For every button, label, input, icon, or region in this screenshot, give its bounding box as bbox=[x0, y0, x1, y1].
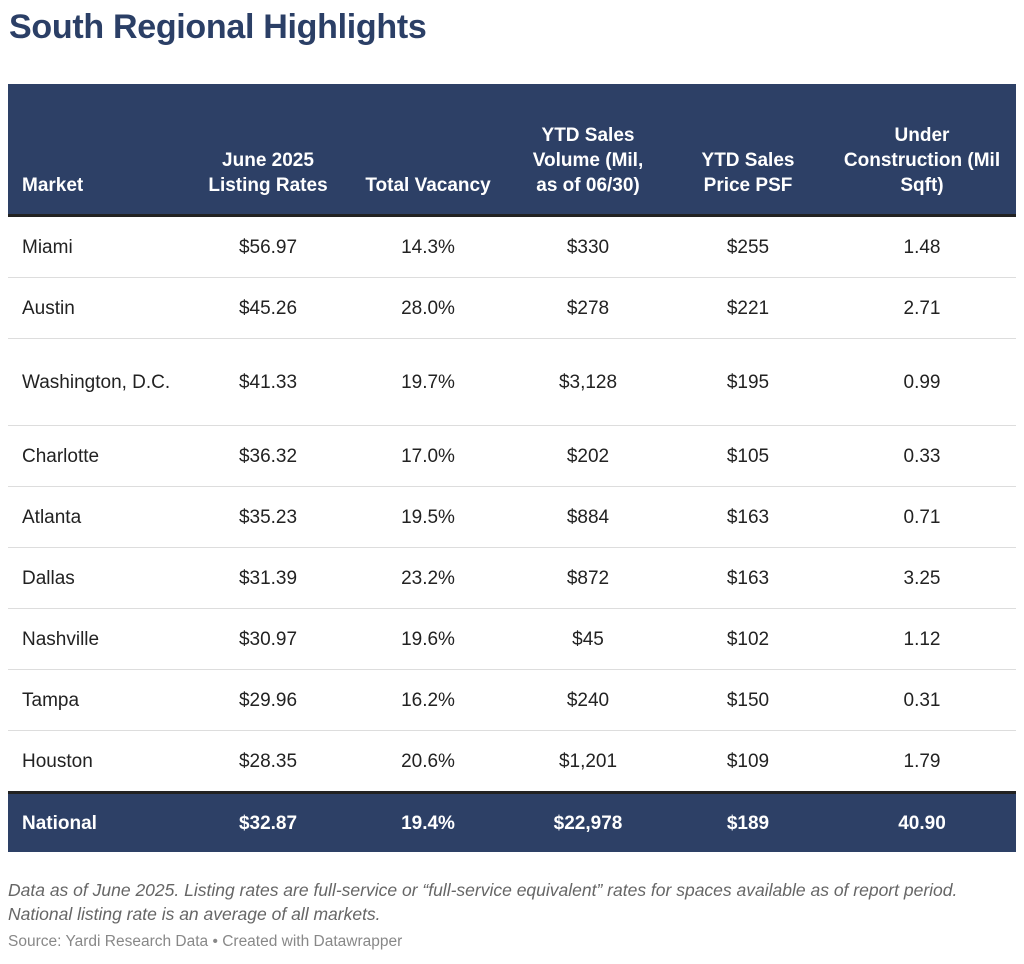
notes: Data as of June 2025. Listing rates are … bbox=[8, 880, 958, 924]
header-cell: Market bbox=[8, 84, 188, 217]
value-cell: $221 bbox=[668, 277, 828, 339]
table-row: Nashville $30.97 19.6% $45 $102 1.12 bbox=[8, 608, 1016, 670]
value-cell: $240 bbox=[508, 669, 668, 731]
value-cell: $189 bbox=[668, 791, 828, 852]
table-row: Austin $45.26 28.0% $278 $221 2.71 bbox=[8, 277, 1016, 339]
value-cell: $45.26 bbox=[188, 277, 348, 339]
value-cell: 16.2% bbox=[348, 669, 508, 731]
value-cell: $29.96 bbox=[188, 669, 348, 731]
value-cell: $3,128 bbox=[508, 338, 668, 426]
value-cell: 1.48 bbox=[828, 215, 1016, 278]
market-cell: Washington, D.C. bbox=[8, 338, 188, 426]
header-cell: June 2025 Listing Rates bbox=[188, 84, 348, 217]
value-cell: $163 bbox=[668, 547, 828, 609]
market-cell: Atlanta bbox=[8, 486, 188, 548]
value-cell: 20.6% bbox=[348, 730, 508, 793]
value-cell: $31.39 bbox=[188, 547, 348, 609]
table-row: Charlotte $36.32 17.0% $202 $105 0.33 bbox=[8, 425, 1016, 487]
table-row: Miami $56.97 14.3% $330 $255 1.48 bbox=[8, 215, 1016, 278]
header-row: Market June 2025 Listing Rates Total Vacan… bbox=[8, 84, 1016, 217]
table-body: Miami $56.97 14.3% $330 $255 1.48 Austin $45.26… bbox=[8, 215, 1016, 852]
market-cell: Austin bbox=[8, 277, 188, 339]
value-cell: 2.71 bbox=[828, 277, 1016, 339]
table-row: Houston $28.35 20.6% $1,201 $109 1.79 bbox=[8, 730, 1016, 793]
header-cell: Total Vacancy bbox=[348, 84, 508, 217]
value-cell: $330 bbox=[508, 215, 668, 278]
total-row: National $32.87 19.4% $22,978 $189 40.90 bbox=[8, 791, 1016, 852]
value-cell: 14.3% bbox=[348, 215, 508, 278]
value-cell: $102 bbox=[668, 608, 828, 670]
value-cell: $872 bbox=[508, 547, 668, 609]
value-cell: $202 bbox=[508, 425, 668, 487]
value-cell: $884 bbox=[508, 486, 668, 548]
value-cell: $28.35 bbox=[188, 730, 348, 793]
value-cell: $105 bbox=[668, 425, 828, 487]
value-cell: 17.0% bbox=[348, 425, 508, 487]
value-cell: 0.33 bbox=[828, 425, 1016, 487]
value-cell: 40.90 bbox=[828, 791, 1016, 852]
value-cell: $32.87 bbox=[188, 791, 348, 852]
value-cell: 0.99 bbox=[828, 338, 1016, 426]
data-table: Market June 2025 Listing Rates Total Vacan… bbox=[8, 84, 1016, 852]
value-cell: $36.32 bbox=[188, 425, 348, 487]
value-cell: 28.0% bbox=[348, 277, 508, 339]
value-cell: $30.97 bbox=[188, 608, 348, 670]
market-cell: National bbox=[8, 791, 188, 852]
header-cell: YTD Sales Price PSF bbox=[668, 84, 828, 217]
table-row: Washington, D.C. $41.33 19.7% $3,128 $195 0.9… bbox=[8, 338, 1016, 426]
value-cell: 23.2% bbox=[348, 547, 508, 609]
market-cell: Nashville bbox=[8, 608, 188, 670]
header-cell: Under Construction (Mil Sqft) bbox=[828, 84, 1016, 217]
value-cell: 19.4% bbox=[348, 791, 508, 852]
value-cell: 3.25 bbox=[828, 547, 1016, 609]
value-cell: $45 bbox=[508, 608, 668, 670]
value-cell: 0.31 bbox=[828, 669, 1016, 731]
value-cell: 0.71 bbox=[828, 486, 1016, 548]
market-cell: Dallas bbox=[8, 547, 188, 609]
value-cell: $35.23 bbox=[188, 486, 348, 548]
market-cell: Miami bbox=[8, 215, 188, 278]
value-cell: 1.12 bbox=[828, 608, 1016, 670]
value-cell: $255 bbox=[668, 215, 828, 278]
market-cell: Houston bbox=[8, 730, 188, 793]
title: South Regional Highlights bbox=[9, 8, 427, 46]
value-cell: 19.5% bbox=[348, 486, 508, 548]
value-cell: $195 bbox=[668, 338, 828, 426]
market-cell: Tampa bbox=[8, 669, 188, 731]
table-row: Atlanta $35.23 19.5% $884 $163 0.71 bbox=[8, 486, 1016, 548]
table-row: Tampa $29.96 16.2% $240 $150 0.31 bbox=[8, 669, 1016, 731]
value-cell: $1,201 bbox=[508, 730, 668, 793]
table-row: Dallas $31.39 23.2% $872 $163 3.25 bbox=[8, 547, 1016, 609]
market-cell: Charlotte bbox=[8, 425, 188, 487]
value-cell: 19.6% bbox=[348, 608, 508, 670]
value-cell: 1.79 bbox=[828, 730, 1016, 793]
value-cell: $163 bbox=[668, 486, 828, 548]
value-cell: $109 bbox=[668, 730, 828, 793]
value-cell: $150 bbox=[668, 669, 828, 731]
value-cell: $22,978 bbox=[508, 791, 668, 852]
value-cell: $56.97 bbox=[188, 215, 348, 278]
value-cell: $278 bbox=[508, 277, 668, 339]
header-cell: YTD Sales Volume (Mil, as of 06/30) bbox=[508, 84, 668, 217]
value-cell: 19.7% bbox=[348, 338, 508, 426]
source: Source: Yardi Research Data • Created wi… bbox=[8, 933, 403, 950]
value-cell: $41.33 bbox=[188, 338, 348, 426]
